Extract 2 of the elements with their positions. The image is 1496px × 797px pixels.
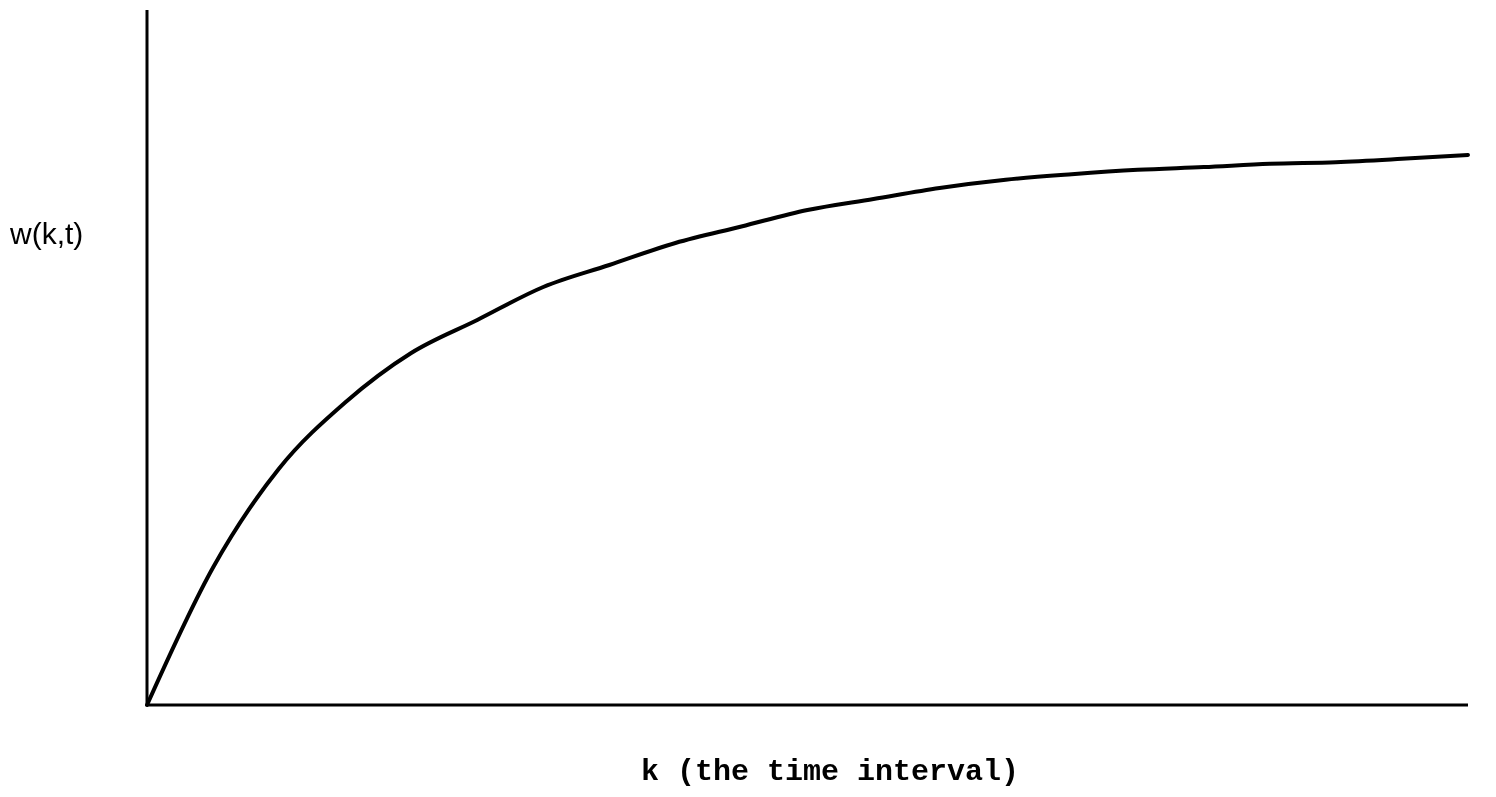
y-axis-title: w(k,t) [9, 217, 84, 250]
x-axis-title: k (the time interval) [640, 755, 1020, 789]
